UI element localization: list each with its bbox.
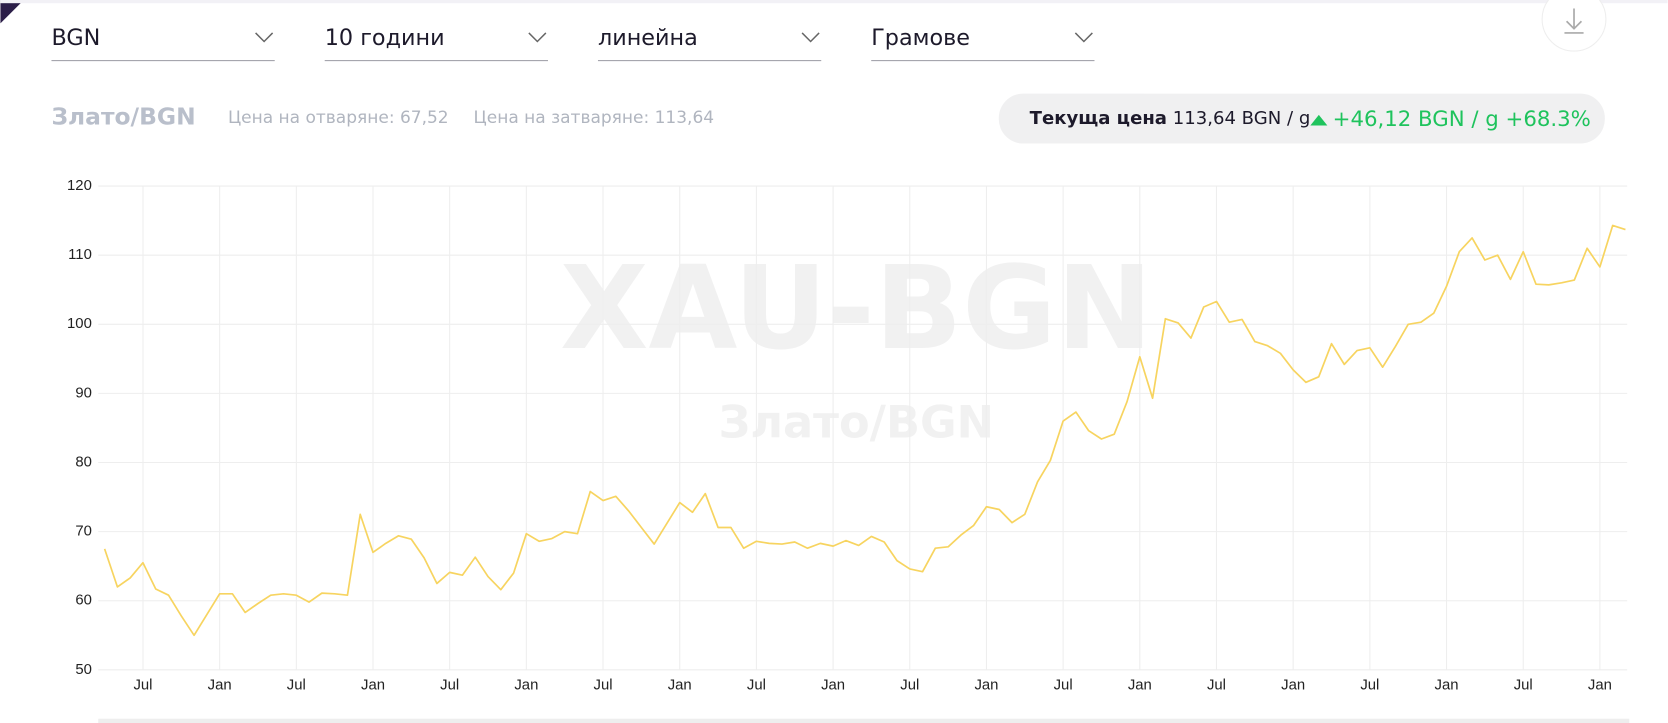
- open-label: Цена на отваряне:: [228, 108, 395, 128]
- x-tick-label: Jan: [1588, 678, 1612, 694]
- dropdown-chevron[interactable]: [255, 32, 274, 43]
- x-tick-label: Jul: [1514, 678, 1533, 694]
- up-arrow: [1310, 114, 1328, 126]
- dropdown-value[interactable]: линейна: [598, 25, 698, 51]
- dropdown-value[interactable]: Грамове: [871, 25, 970, 51]
- open-price: Цена на отваряне: 67,52: [228, 108, 449, 128]
- x-tick-label: Jan: [1281, 678, 1305, 694]
- y-tick-label: 80: [75, 454, 92, 470]
- dropdown-chevron[interactable]: [528, 32, 547, 43]
- x-tick-label: Jan: [1128, 678, 1152, 694]
- watermark-code: XAU-BGN: [560, 242, 1153, 376]
- dropdown[interactable]: BGN: [51, 25, 275, 62]
- dropdown-chevron[interactable]: [801, 32, 820, 43]
- watermark-name: Злато/BGN: [719, 396, 994, 448]
- close-price: Цена на затваряне: 113,64: [474, 108, 715, 128]
- x-tick-label: Jan: [514, 678, 538, 694]
- x-tick-label: Jul: [287, 678, 306, 694]
- x-tick-label: Jul: [440, 678, 459, 694]
- x-tick-label: Jul: [1360, 678, 1379, 694]
- dropdown[interactable]: Грамове: [871, 25, 1095, 62]
- y-tick-label: 120: [67, 178, 92, 194]
- current-price: Текуща цена 113,64 BGN / g: [1030, 108, 1311, 129]
- dropdown[interactable]: 10 години: [324, 25, 548, 62]
- x-tick-label: Jul: [133, 678, 152, 694]
- plot: 50 60 70 80 90 100 110 120 Jul Jan Jul Jan Jul Jan Jul…: [67, 178, 1628, 694]
- download-button[interactable]: [1541, 0, 1607, 52]
- price-change: +46,12 BGN / g +68.3%: [1333, 107, 1591, 132]
- x-tick-label: Jul: [900, 678, 919, 694]
- corner-decoration: [0, 0, 24, 24]
- y-tick-label: 50: [75, 662, 92, 678]
- dropdown[interactable]: линейна: [597, 25, 822, 62]
- dropdown-value[interactable]: BGN: [51, 25, 100, 51]
- x-tick-label: Jan: [974, 678, 998, 694]
- download-icon[interactable]: [1564, 8, 1584, 34]
- x-tick-label: Jul: [1054, 678, 1073, 694]
- current-value: 113,64 BGN / g: [1173, 108, 1311, 129]
- top-edge: [0, 0, 1668, 4]
- x-tick-label: Jul: [594, 678, 613, 694]
- pair-title: Злато/BGN: [51, 103, 195, 131]
- x-tick-label: Jan: [821, 678, 845, 694]
- x-tick-label: Jul: [1207, 678, 1226, 694]
- current-price-pill: [998, 93, 1605, 144]
- y-tick-label: 110: [68, 247, 92, 263]
- x-tick-label: Jan: [668, 678, 692, 694]
- y-tick-label: 70: [75, 524, 92, 540]
- dropdown-value[interactable]: 10 години: [325, 25, 445, 51]
- x-tick-label: Jul: [747, 678, 766, 694]
- y-tick-label: 100: [67, 316, 92, 332]
- x-tick-label: Jan: [1435, 678, 1459, 694]
- x-tick-label: Jan: [361, 678, 385, 694]
- scrollbar-track: [98, 718, 1630, 723]
- y-tick-label: 60: [75, 593, 92, 609]
- close-label: Цена на затваряне:: [474, 108, 650, 128]
- price-line: [103, 224, 1626, 637]
- close-value: 113,64: [655, 108, 714, 128]
- dropdown-chevron[interactable]: [1074, 32, 1093, 43]
- open-value: 67,52: [400, 108, 449, 128]
- current-label: Текуща цена: [1030, 108, 1167, 129]
- x-tick-label: Jan: [208, 678, 232, 694]
- y-tick-label: 90: [75, 385, 92, 401]
- dropdowns: BGN 10 години линейна Грамове: [51, 25, 1095, 62]
